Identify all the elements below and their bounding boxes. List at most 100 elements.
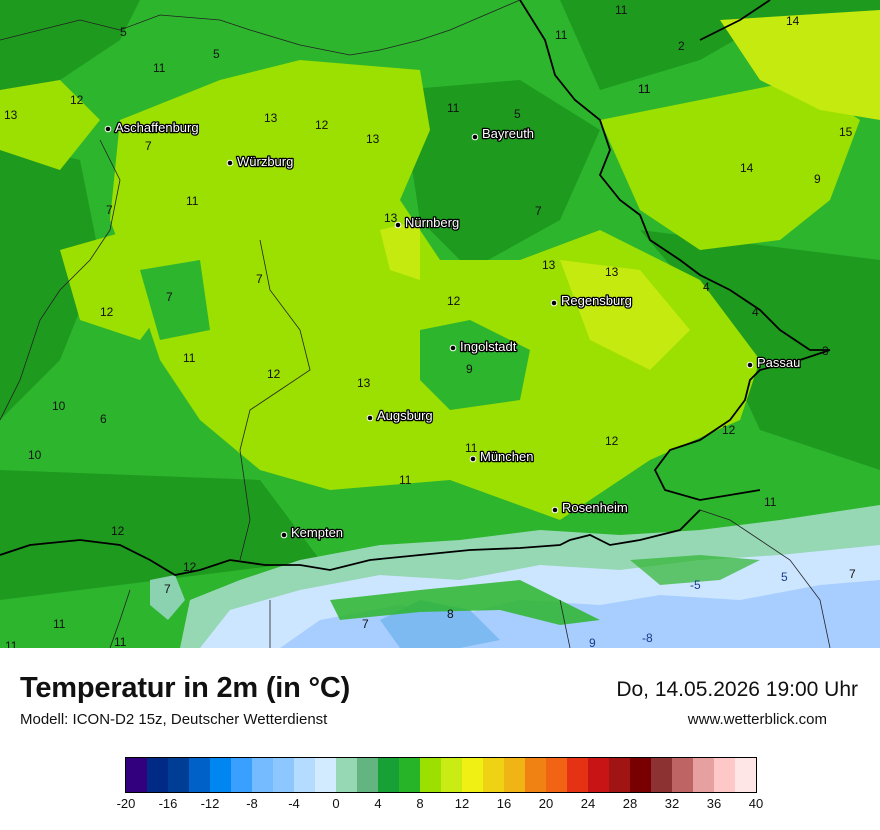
- isotherm-label: -8: [642, 631, 653, 645]
- legend-swatch: [336, 758, 357, 792]
- isotherm-label: 11: [447, 101, 460, 115]
- city-nuernberg[interactable]: Nürnberg: [394, 214, 461, 231]
- isotherm-label: 11: [114, 635, 127, 648]
- isotherm-label: 11: [399, 473, 412, 487]
- isotherm-label: 7: [106, 203, 113, 217]
- city-passau[interactable]: Passau: [746, 354, 802, 371]
- city-wuerzburg[interactable]: Würzburg: [226, 153, 295, 170]
- legend-tick-label: 16: [496, 796, 512, 811]
- isotherm-label: 11: [615, 3, 628, 17]
- isotherm-label: 6: [100, 412, 107, 426]
- isotherm-label: 14: [740, 161, 754, 175]
- city-label: Augsburg: [377, 408, 433, 423]
- city-regensburg[interactable]: Regensburg: [550, 292, 633, 309]
- legend-tick-label: 40: [748, 796, 764, 811]
- isotherm-label: 7: [166, 290, 173, 304]
- legend-tick-label: 4: [374, 796, 382, 811]
- terrain-patch: [110, 60, 760, 520]
- city-dot-icon: [366, 414, 374, 422]
- legend-tick-label: 28: [622, 796, 638, 811]
- legend-tick-label: 32: [664, 796, 680, 811]
- isotherm-label: 12: [70, 93, 84, 107]
- terrain-patch: [720, 10, 880, 120]
- legend-swatch: [294, 758, 315, 792]
- city-dot-icon: [104, 125, 112, 133]
- isotherm-label: 12: [111, 524, 125, 538]
- city-label: Passau: [757, 355, 800, 370]
- city-dot-icon: [226, 159, 234, 167]
- alps-valley: [330, 580, 600, 625]
- legend-swatch: [546, 758, 567, 792]
- city-kempten[interactable]: Kempten: [280, 524, 344, 541]
- terrain-patch: [420, 320, 530, 410]
- city-label: Nürnberg: [405, 215, 459, 230]
- alps-valley: [630, 555, 760, 585]
- city-dot-icon: [746, 361, 754, 369]
- city-label: Würzburg: [237, 154, 293, 169]
- isotherm-label: 4: [752, 305, 759, 319]
- city-label: Ingolstadt: [460, 339, 517, 354]
- legend-swatch: [630, 758, 651, 792]
- isotherm-label: 9: [466, 362, 473, 376]
- legend-swatch: [672, 758, 693, 792]
- isotherm-label: 3: [822, 344, 829, 358]
- isotherm-label: 11: [638, 82, 651, 96]
- isotherm-label: 15: [839, 125, 853, 139]
- legend-swatch: [378, 758, 399, 792]
- legend-tick-label: 20: [538, 796, 554, 811]
- legend-tick-label: -20: [116, 796, 136, 811]
- isotherm-label: 7: [164, 582, 171, 596]
- legend-swatch: [693, 758, 714, 792]
- isotherm-label: 5: [213, 47, 220, 61]
- legend-swatch: [462, 758, 483, 792]
- city-label: Bayreuth: [482, 126, 534, 141]
- isotherm-label: 9: [814, 172, 821, 186]
- country-borders: [0, 0, 831, 576]
- city-aschaffenburg[interactable]: Aschaffenburg: [104, 119, 200, 136]
- isotherm-label: 11: [183, 351, 196, 365]
- map-footer: Temperatur in 2m (in °C) Modell: ICON-D2…: [0, 648, 880, 830]
- isotherm-label: 11: [53, 617, 66, 631]
- terrain-patch: [400, 80, 600, 270]
- city-label: München: [480, 449, 533, 464]
- isotherm-label: 13: [542, 258, 556, 272]
- terrain-patch: [0, 0, 140, 90]
- city-augsburg[interactable]: Augsburg: [366, 407, 434, 424]
- isotherm-label: 12: [183, 560, 197, 574]
- website-link[interactable]: www.wetterblick.com: [687, 711, 827, 728]
- city-bayreuth[interactable]: Bayreuth: [471, 125, 535, 142]
- isotherm-label: 11: [5, 639, 18, 648]
- color-legend: [125, 757, 757, 793]
- legend-ticks: -20 -16 -12 -8 -4 0 4 8 12 16 20 24 28 32 36 40: [117, 796, 764, 814]
- legend-swatch: [483, 758, 504, 792]
- legend-swatch: [189, 758, 210, 792]
- isotherm-label: 5: [781, 570, 788, 584]
- isotherm-label: 10: [52, 399, 66, 413]
- city-dot-icon: [551, 506, 559, 514]
- legend-swatch: [399, 758, 420, 792]
- isotherm-label: 4: [703, 280, 710, 294]
- city-ingolstadt[interactable]: Ingolstadt: [449, 338, 518, 355]
- legend-swatch: [273, 758, 294, 792]
- legend-swatch: [588, 758, 609, 792]
- isotherm-label: 7: [849, 567, 856, 581]
- legend-swatch: [714, 758, 735, 792]
- legend-tick-label: 24: [580, 796, 596, 811]
- weather-map: 5 5 11 11 11 11 14 12 13 12 13 11 5 2 11…: [0, 0, 880, 648]
- terrain-patch: [560, 260, 690, 370]
- terrain-patch: [140, 260, 210, 340]
- isotherm-label: 8: [447, 607, 454, 621]
- city-label: Regensburg: [561, 293, 632, 308]
- legend-swatch: [735, 758, 756, 792]
- isotherm-label: 13: [357, 376, 371, 390]
- isotherm-label: 5: [514, 107, 521, 121]
- isotherm-label: 10: [28, 448, 42, 462]
- city-muenchen[interactable]: München: [469, 448, 535, 465]
- legend-swatch: [147, 758, 168, 792]
- lake: [150, 575, 185, 620]
- isotherm-label: 14: [786, 14, 800, 28]
- legend-tick-label: -12: [200, 796, 220, 811]
- legend-tick-label: -4: [288, 796, 300, 811]
- city-rosenheim[interactable]: Rosenheim: [551, 499, 629, 516]
- legend-tick-label: 8: [416, 796, 424, 811]
